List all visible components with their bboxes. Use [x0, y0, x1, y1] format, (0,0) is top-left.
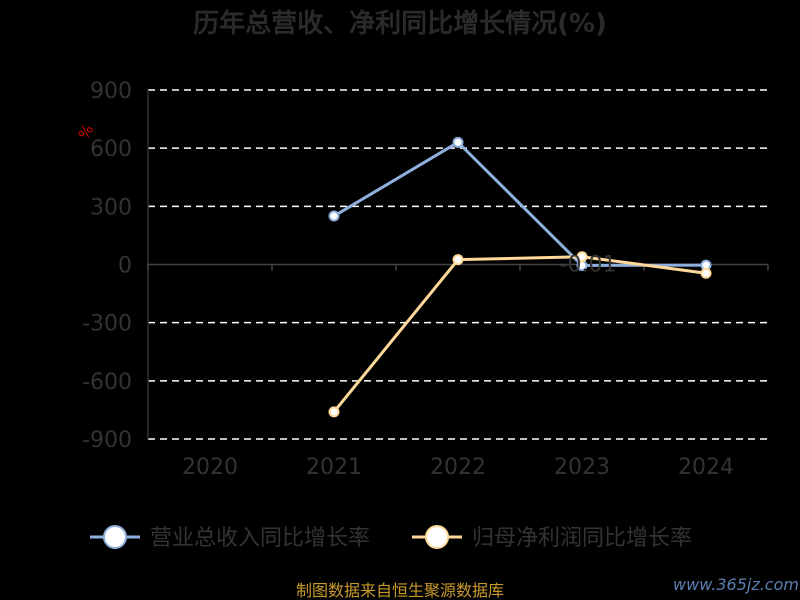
y-tick-label: -300 [82, 312, 132, 337]
y-tick-label: 300 [90, 195, 132, 220]
x-tick-label: 2020 [182, 455, 238, 480]
data-source-note: 制图数据来自恒生聚源数据库 [296, 581, 504, 600]
legend-marker [103, 525, 127, 549]
y-tick-label: -600 [82, 370, 132, 395]
y-tick-label: 0 [118, 254, 132, 279]
chart-title: 历年总营收、净利同比增长情况(%) [193, 8, 607, 39]
axes: 900 600 300 0 -300 -600 -900 2020 2021 2022 2023 20… [82, 79, 769, 480]
data-point [452, 136, 464, 148]
x-tick-label: 2021 [306, 455, 362, 480]
legend-marker [425, 525, 449, 549]
data-point [328, 406, 340, 418]
data-point [328, 210, 340, 222]
legend: 营业总收入同比增长率 归母净利润同比增长率 [90, 525, 692, 551]
series-line-1 [333, 140, 707, 267]
watermark-text: www.365jz.com [673, 575, 799, 594]
legend-label: 营业总收入同比增长率 [150, 526, 370, 551]
x-tick-label: 2024 [678, 455, 734, 480]
legend-label: 归母净利润同比增长率 [472, 526, 692, 551]
x-tick-label: 2022 [430, 455, 486, 480]
x-tick-label: 2023 [554, 455, 610, 480]
data-point [452, 254, 464, 266]
data-annotation: -0.01 [560, 253, 617, 278]
grid-lines [148, 89, 768, 440]
data-point [700, 267, 712, 279]
y-tick-label: 900 [90, 79, 132, 104]
data-point [576, 251, 588, 263]
series-lines [328, 136, 712, 418]
y-tick-label: 600 [90, 137, 132, 162]
y-tick-label: -900 [82, 428, 132, 453]
series-line-2 [332, 255, 707, 413]
